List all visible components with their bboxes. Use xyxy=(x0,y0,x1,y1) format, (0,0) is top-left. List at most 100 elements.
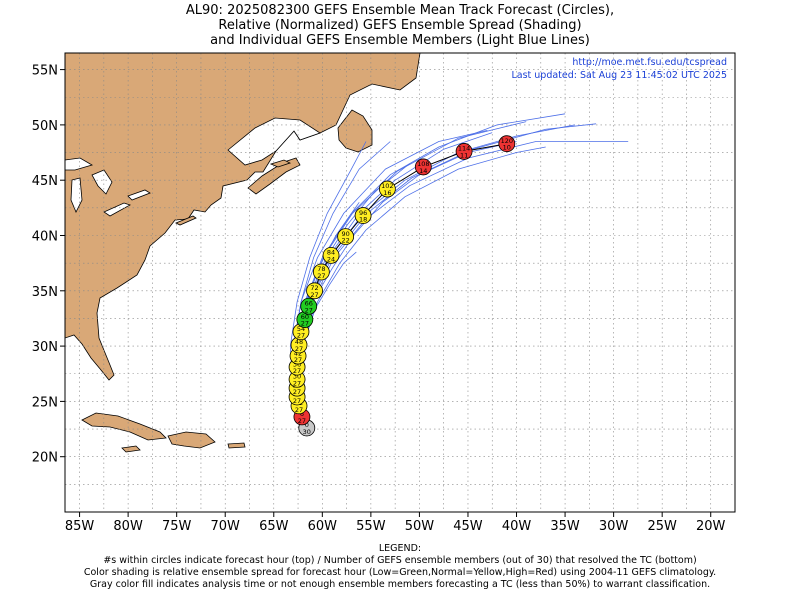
st-lawrence-gulf xyxy=(227,117,321,166)
legend: LEGEND: #s within circles indicate forec… xyxy=(0,543,800,591)
lat-tick-label: 50N xyxy=(32,119,58,134)
title-line-3: and Individual GEFS Ensemble Members (Li… xyxy=(210,33,590,48)
legend-line-3: Gray color fill indicates analysis time … xyxy=(89,579,711,590)
axis-ticks: 85W 80W 75W 70W 65W 60W 55W 50W 45W 40W 35W 30W 25W 2… xyxy=(32,64,726,534)
last-updated: Last updated: Sat Aug 23 11:45:02 UTC 20… xyxy=(511,70,727,81)
lon-tick-label: 35W xyxy=(550,519,580,534)
legend-heading: LEGEND: xyxy=(378,543,422,554)
land-hispaniola xyxy=(167,431,216,449)
forecast-hour: 120 xyxy=(501,137,513,145)
land-puerto-rico xyxy=(227,442,246,449)
land-jamaica xyxy=(121,445,141,453)
lat-tick-label: 45N xyxy=(32,174,58,189)
member-count: 22 xyxy=(341,237,349,245)
member-count: 14 xyxy=(419,167,427,175)
lon-tick-label: 55W xyxy=(356,519,386,534)
forecast-circle xyxy=(306,282,323,300)
forecast-hour: 48 xyxy=(295,338,303,346)
member-count: 30 xyxy=(303,428,311,436)
forecast-hour: 114 xyxy=(458,145,470,153)
member-count: 16 xyxy=(383,189,391,197)
lake-huron xyxy=(91,169,113,195)
lake-erie xyxy=(103,202,131,217)
lon-tick-label: 20W xyxy=(696,519,726,534)
forecast-circle xyxy=(498,135,516,153)
title-line-2: Relative (Normalized) GEFS Ensemble Spre… xyxy=(218,18,582,33)
member-count: 27 xyxy=(293,388,301,396)
lat-tick-label: 55N xyxy=(32,64,58,79)
land-layer xyxy=(65,53,421,453)
forecast-circle xyxy=(300,297,318,315)
member-count: 11 xyxy=(460,151,468,159)
forecast-circle xyxy=(322,247,340,264)
lon-tick-label: 65W xyxy=(259,519,289,534)
member-count: 24 xyxy=(327,255,335,263)
lat-tick-label: 35N xyxy=(32,285,58,300)
forecast-hour: 0 xyxy=(305,421,309,429)
lon-tick-label: 60W xyxy=(308,519,338,534)
member-count: 27 xyxy=(317,272,325,280)
member-count: 27 xyxy=(297,332,305,340)
land-pei xyxy=(269,159,292,168)
map-frame xyxy=(64,52,736,513)
forecast-circle xyxy=(354,207,372,224)
lon-tick-label: 30W xyxy=(599,519,629,534)
forecast-hour: 30 xyxy=(293,372,301,380)
member-count: 27 xyxy=(295,345,303,353)
lon-tick-label: 85W xyxy=(65,519,95,534)
forecast-hour: 6 xyxy=(300,410,304,418)
member-count: 27 xyxy=(305,306,313,314)
member-count: 18 xyxy=(359,216,367,224)
source-url[interactable]: http://moe.met.fsu.edu/tcspread xyxy=(572,57,727,68)
forecast-circle xyxy=(337,228,355,246)
forecast-circle xyxy=(378,180,396,198)
lat-tick-label: 40N xyxy=(32,229,58,244)
member-count: 27 xyxy=(298,417,306,425)
forecast-hour: 78 xyxy=(317,265,325,273)
lon-tick-label: 80W xyxy=(113,519,143,534)
forecast-hour: 102 xyxy=(381,182,393,190)
forecast-hour: 66 xyxy=(305,299,313,307)
forecast-hour: 108 xyxy=(417,160,429,168)
forecast-hour: 96 xyxy=(359,209,367,217)
lon-tick-label: 25W xyxy=(647,519,677,534)
member-count: 27 xyxy=(293,379,301,387)
lake-ontario xyxy=(127,189,151,201)
lake-superior xyxy=(65,157,94,171)
forecast-circle xyxy=(312,263,330,281)
member-count: 10 xyxy=(503,144,511,152)
lat-tick-label: 25N xyxy=(32,395,58,410)
forecast-hour: 72 xyxy=(310,284,318,292)
member-count: 27 xyxy=(294,356,302,364)
forecast-circle xyxy=(414,158,432,176)
forecast-hour: 90 xyxy=(341,230,349,238)
lon-tick-label: 75W xyxy=(162,519,192,534)
land-north-america xyxy=(65,53,421,381)
member-count: 27 xyxy=(293,367,301,375)
lon-tick-label: 40W xyxy=(502,519,532,534)
forecast-hour: 84 xyxy=(327,249,335,257)
forecast-circle xyxy=(455,143,473,160)
forecast-hour: 60 xyxy=(301,313,309,321)
title-line-1: AL90: 2025082300 GEFS Ensemble Mean Trac… xyxy=(185,3,615,18)
lon-tick-label: 50W xyxy=(405,519,435,534)
graticule xyxy=(65,53,735,512)
lon-tick-label: 45W xyxy=(453,519,483,534)
lake-michigan xyxy=(70,177,83,213)
member-count: 27 xyxy=(293,397,301,405)
member-count: 27 xyxy=(310,291,318,299)
ensemble-mean-track: 0306271227182724273027362742274827542760… xyxy=(288,135,516,437)
member-count: 27 xyxy=(301,320,309,328)
lat-tick-label: 20N xyxy=(32,451,58,466)
